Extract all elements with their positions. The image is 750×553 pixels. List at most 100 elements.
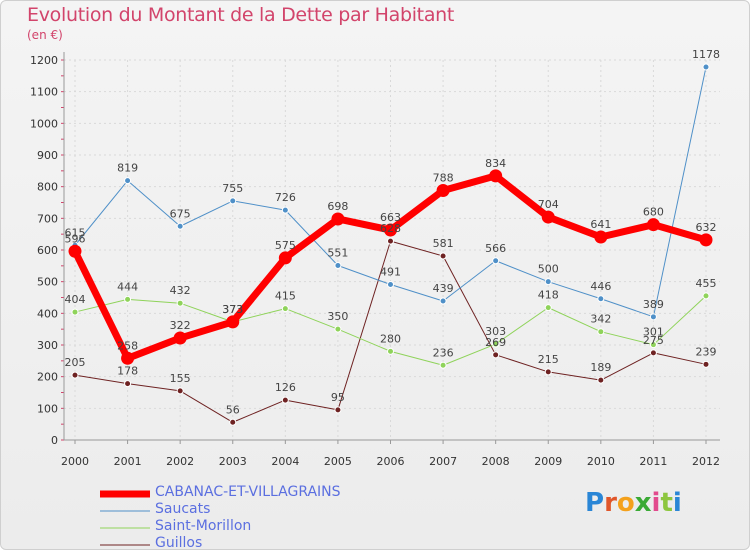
legend-swatch — [100, 544, 150, 545]
data-label: 95 — [331, 391, 345, 404]
data-label: 155 — [170, 372, 191, 385]
x-tick-label: 2003 — [219, 455, 247, 468]
data-point — [541, 210, 555, 224]
data-point — [281, 396, 289, 404]
data-label: 726 — [275, 191, 296, 204]
data-point — [702, 292, 710, 300]
chart-unit: (en €) — [27, 28, 63, 42]
data-label: 439 — [433, 282, 454, 295]
y-tick-label: 0 — [51, 434, 58, 447]
data-point — [492, 257, 500, 265]
data-point — [176, 299, 184, 307]
y-tick-label: 600 — [37, 244, 58, 257]
data-label: 704 — [538, 198, 559, 211]
data-point — [68, 244, 82, 258]
y-tick-label: 700 — [37, 212, 58, 225]
data-label: 680 — [643, 206, 664, 219]
data-point — [597, 376, 605, 384]
data-point — [229, 418, 237, 426]
y-tick-label: 500 — [37, 276, 58, 289]
data-label: 615 — [65, 226, 86, 239]
logo-letter: i — [651, 488, 661, 518]
data-point — [702, 63, 710, 71]
x-tick-label: 2008 — [482, 455, 510, 468]
data-label: 205 — [65, 356, 86, 369]
x-tick-label: 2007 — [429, 455, 457, 468]
data-point — [226, 315, 240, 329]
data-label: 788 — [433, 171, 454, 184]
data-point — [173, 331, 187, 345]
proxiti-logo: Proxiti — [585, 488, 682, 518]
data-point — [646, 218, 660, 232]
data-point — [489, 169, 503, 183]
data-label: 596 — [65, 232, 86, 245]
data-label: 350 — [327, 310, 348, 323]
data-label: 834 — [485, 157, 506, 170]
legend-label: Guillos — [155, 535, 203, 551]
data-point — [439, 361, 447, 369]
y-tick-label: 800 — [37, 181, 58, 194]
data-point — [387, 237, 394, 245]
logo-letter: o — [616, 488, 635, 518]
data-point — [176, 222, 184, 230]
data-label: 432 — [170, 284, 191, 297]
data-point — [124, 295, 132, 303]
data-label: 575 — [275, 239, 296, 252]
data-point — [71, 371, 79, 379]
data-label: 500 — [538, 263, 559, 276]
data-point — [121, 351, 135, 365]
data-point — [702, 360, 710, 368]
data-label: 342 — [590, 313, 611, 326]
data-point — [334, 325, 342, 333]
legend-label: CABANAC-ET-VILLAGRAINS — [155, 484, 341, 500]
data-label: 819 — [117, 162, 138, 175]
x-tick-label: 2006 — [377, 455, 405, 468]
data-point — [281, 206, 289, 214]
data-point — [439, 297, 447, 305]
data-label: 280 — [380, 332, 401, 345]
x-tick-label: 2010 — [587, 455, 615, 468]
data-label: 215 — [538, 353, 559, 366]
data-point — [387, 347, 394, 355]
data-label: 178 — [117, 365, 138, 378]
data-label: 663 — [380, 211, 401, 224]
data-label: 641 — [590, 218, 611, 231]
data-label: 444 — [117, 280, 138, 293]
data-label: 1178 — [692, 48, 720, 61]
data-label: 675 — [170, 207, 191, 220]
data-point — [492, 340, 500, 348]
data-label: 491 — [380, 266, 401, 279]
data-point — [71, 308, 79, 316]
data-label: 303 — [485, 325, 506, 338]
data-point — [492, 351, 500, 359]
legend-swatch — [100, 527, 150, 528]
y-tick-label: 200 — [37, 371, 58, 384]
data-point — [544, 304, 552, 312]
data-point — [594, 230, 608, 244]
x-tick-label: 2004 — [271, 455, 299, 468]
logo-letter: r — [604, 488, 617, 518]
x-tick-label: 2002 — [166, 455, 194, 468]
data-label: 418 — [538, 289, 559, 302]
y-tick-label: 1100 — [30, 86, 58, 99]
legend-label: Saint-Morillon — [155, 518, 252, 534]
data-point — [436, 183, 450, 197]
logo-letter: t — [660, 488, 673, 518]
logo-letter: P — [585, 488, 605, 518]
data-point — [124, 380, 132, 388]
data-label: 581 — [433, 237, 454, 250]
data-label: 373 — [222, 303, 243, 316]
data-point — [334, 262, 342, 270]
data-label: 755 — [222, 182, 243, 195]
data-point — [544, 368, 552, 376]
data-label: 551 — [327, 247, 348, 260]
data-label: 698 — [327, 200, 348, 213]
data-point — [439, 252, 447, 260]
y-tick-label: 1000 — [30, 117, 58, 130]
data-label: 389 — [643, 298, 664, 311]
y-tick-label: 300 — [37, 339, 58, 352]
data-label: 566 — [485, 242, 506, 255]
data-point — [229, 197, 237, 205]
y-tick-label: 1200 — [30, 54, 58, 67]
